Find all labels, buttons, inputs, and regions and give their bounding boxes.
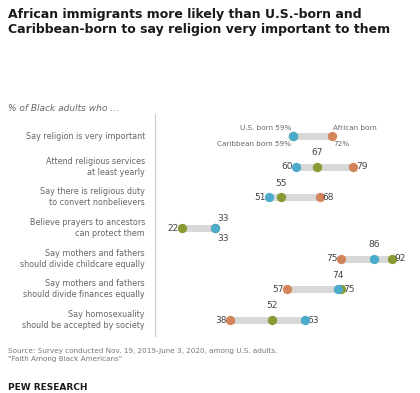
Text: 92: 92 (395, 254, 406, 263)
Text: 52: 52 (266, 301, 277, 310)
Point (301, 317, 308, 323)
Text: Say there is religious duty
to convert nonbelievers: Say there is religious duty to convert n… (40, 187, 145, 208)
Text: Attend religious services
at least yearly: Attend religious services at least yearl… (46, 157, 145, 177)
Point (337, 255, 344, 262)
Point (265, 194, 272, 200)
Point (178, 225, 185, 231)
Text: Say mothers and fathers
should divide childcare equally: Say mothers and fathers should divide ch… (20, 249, 145, 269)
Text: % of Black adults who ...: % of Black adults who ... (8, 104, 119, 113)
Point (337, 286, 344, 292)
Text: 68: 68 (323, 193, 334, 202)
Point (349, 163, 356, 170)
Point (268, 317, 275, 323)
Text: 72%: 72% (333, 141, 349, 147)
Text: 33: 33 (218, 213, 229, 222)
Text: Say religion is very important: Say religion is very important (26, 132, 145, 141)
Text: Say homosexuality
should be accepted by society: Say homosexuality should be accepted by … (22, 310, 145, 330)
Text: 63: 63 (308, 316, 319, 325)
Text: U.S. born 59%: U.S. born 59% (240, 125, 291, 132)
Text: 60: 60 (281, 162, 293, 171)
Point (211, 225, 218, 231)
Text: Say mothers and fathers
should divide finances equally: Say mothers and fathers should divide fi… (23, 279, 145, 299)
Text: 33: 33 (218, 233, 229, 242)
Text: African born: African born (333, 125, 377, 132)
Text: Source: Survey conducted Nov. 19, 2019-June 3, 2020, among U.S. adults.
"Faith A: Source: Survey conducted Nov. 19, 2019-J… (8, 348, 278, 362)
Point (328, 133, 335, 139)
Point (283, 286, 290, 292)
Point (316, 194, 323, 200)
Text: African immigrants more likely than U.S.-born and
Caribbean-born to say religion: African immigrants more likely than U.S.… (8, 8, 391, 37)
Text: 38: 38 (215, 316, 226, 325)
Text: 51: 51 (254, 193, 265, 202)
Text: 67: 67 (311, 148, 323, 157)
Point (226, 317, 233, 323)
Text: 75: 75 (344, 285, 355, 294)
Text: 22: 22 (167, 224, 178, 233)
Point (211, 225, 218, 231)
Point (334, 286, 341, 292)
Text: 75: 75 (326, 254, 338, 263)
Text: PEW RESEARCH: PEW RESEARCH (8, 383, 88, 392)
Point (289, 133, 296, 139)
Text: Caribbean born 59%: Caribbean born 59% (217, 141, 291, 147)
Point (388, 255, 395, 262)
Text: 79: 79 (356, 162, 367, 171)
Point (292, 163, 299, 170)
Point (277, 194, 284, 200)
Point (370, 255, 377, 262)
Point (289, 133, 296, 139)
Text: 55: 55 (275, 178, 286, 187)
Point (313, 163, 320, 170)
Text: 86: 86 (368, 240, 380, 249)
Text: 74: 74 (332, 270, 344, 279)
Text: 57: 57 (272, 285, 284, 294)
Text: Believe prayers to ancestors
can protect them: Believe prayers to ancestors can protect… (29, 218, 145, 238)
